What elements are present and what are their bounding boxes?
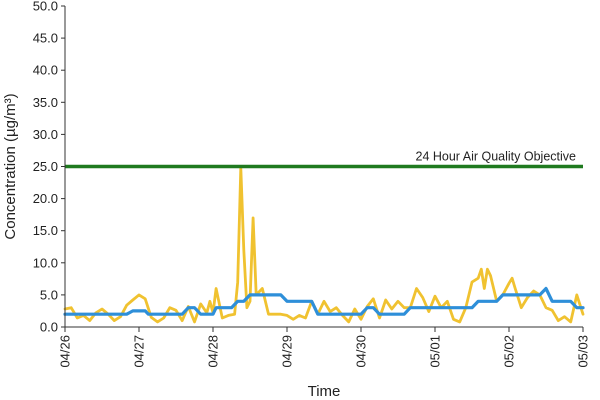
x-tick-label: 04/27	[132, 335, 147, 368]
x-tick-label: 05/03	[576, 335, 591, 368]
x-tick-label: 04/28	[206, 335, 221, 368]
y-tick-label: 25.0	[33, 159, 58, 174]
series-line-2	[63, 286, 585, 316]
y-axis-title: Concentration (µg/m³)	[2, 93, 19, 239]
reference-line-label: 24 Hour Air Quality Objective	[416, 150, 577, 164]
y-tick-label: 35.0	[33, 95, 58, 110]
x-tick-label: 05/01	[428, 335, 443, 368]
y-tick-label: 10.0	[33, 255, 58, 270]
x-tick-label: 04/30	[354, 335, 369, 368]
series-line-1	[63, 166, 585, 324]
x-tick-label: 04/29	[280, 335, 295, 368]
x-axis-title: Time	[308, 383, 341, 400]
y-tick-label: 45.0	[33, 31, 58, 46]
y-tick-label: 5.0	[40, 287, 58, 302]
y-tick-label: 0.0	[40, 320, 58, 335]
y-tick-label: 15.0	[33, 223, 58, 238]
series-layer	[63, 166, 585, 324]
x-axis-ticks: 04/26 04/27 04/28 04/29 04/30 05/01 05/02 05/03	[58, 327, 591, 368]
y-tick-label: 50.0	[33, 0, 58, 14]
y-tick-label: 40.0	[33, 63, 58, 78]
x-tick-label: 05/02	[502, 335, 517, 368]
y-tick-label: 30.0	[33, 127, 58, 142]
y-axis-ticks: 0.0 5.0 10.0 15.0 20.0 25.0 30.0 35.0 40.0 45.0 50…	[33, 0, 65, 335]
y-tick-label: 20.0	[33, 191, 58, 206]
x-tick-label: 04/26	[58, 335, 73, 368]
